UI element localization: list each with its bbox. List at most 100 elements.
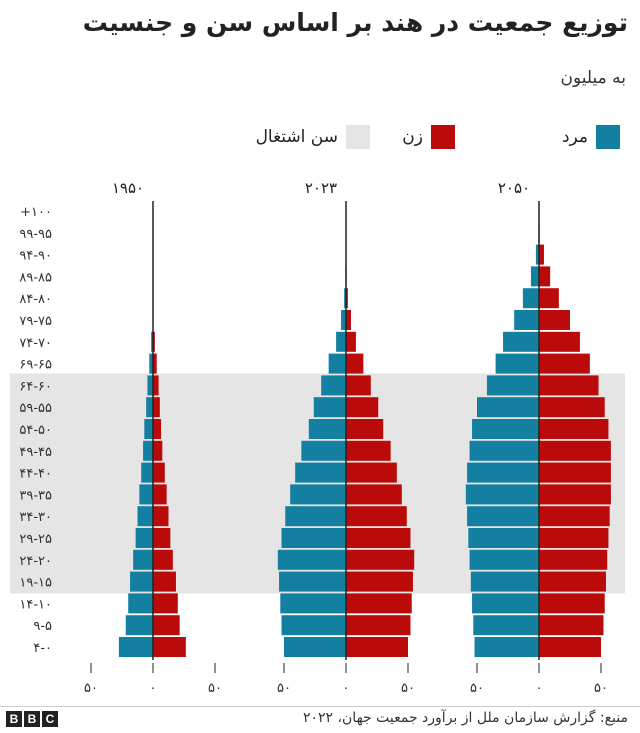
female-bar <box>346 637 408 657</box>
male-bar <box>281 615 346 636</box>
male-bar <box>535 244 539 265</box>
female-bar <box>153 353 157 374</box>
female-bar <box>153 397 160 418</box>
panel-year-label: ۲۰۲۳ <box>305 179 337 197</box>
female-bar <box>539 244 544 265</box>
legend-working-age-swatch <box>346 125 370 149</box>
male-bar <box>137 506 153 527</box>
male-bar <box>467 506 539 527</box>
male-bar <box>467 462 539 483</box>
male-bar <box>118 637 153 657</box>
female-bar <box>346 375 371 396</box>
male-bar <box>341 310 346 330</box>
female-bar <box>153 637 186 657</box>
male-bar <box>128 593 153 614</box>
male-bar <box>284 637 346 657</box>
male-bar <box>522 288 539 309</box>
male-bar <box>147 375 153 396</box>
x-tick-label: ۵۰ <box>84 681 98 696</box>
female-bar <box>539 593 605 614</box>
population-pyramid-chart: +۱۰۰ ۹۹-۹۵ ۹۴-۹۰ ۸۹-۸۵ ۸۴-۸۰ ۷۹-۷۵ ۷۴-۷۰ ۶۹-۶۵ ۶… <box>10 179 625 696</box>
male-bar <box>125 615 153 636</box>
female-bar <box>539 549 608 570</box>
female-bar <box>539 528 609 548</box>
male-bar <box>469 440 539 461</box>
x-tick-label: ۰ <box>150 681 157 696</box>
female-bar <box>539 462 611 483</box>
female-bar <box>153 615 180 636</box>
female-bar <box>539 419 609 439</box>
female-bar <box>539 506 610 527</box>
female-bar <box>539 397 605 418</box>
legend-female-label: زن <box>402 127 423 147</box>
male-bar <box>151 331 153 352</box>
female-bar <box>539 615 604 636</box>
female-bar <box>539 331 580 352</box>
male-bar <box>146 397 153 418</box>
male-bar <box>474 637 539 657</box>
female-bar <box>346 506 407 527</box>
age-tick-label: ۹-۵ <box>33 619 52 634</box>
male-bar <box>469 549 539 570</box>
female-bar <box>539 571 606 592</box>
female-bar <box>153 571 176 592</box>
male-bar <box>486 375 539 396</box>
female-bar <box>346 549 415 570</box>
age-tick-label: ۷۴-۷۰ <box>19 336 52 351</box>
age-tick-label: ۴۴-۴۰ <box>19 467 52 482</box>
female-bar <box>153 462 165 483</box>
footer-divider <box>0 706 640 707</box>
age-tick-label: ۵۴-۵۰ <box>19 423 52 438</box>
bbc-logo-block: B <box>6 711 22 727</box>
female-bar <box>346 419 384 439</box>
x-tick-label: ۵۰ <box>470 681 484 696</box>
female-bar <box>153 331 155 352</box>
male-bar <box>503 331 539 352</box>
male-bar <box>144 419 153 439</box>
page-title: توزیع جمعیت در هند بر اساس سن و جنسیت <box>82 8 628 37</box>
x-tick-label: ۵۰ <box>277 681 291 696</box>
age-tick-label: ۲۴-۲۰ <box>19 554 52 569</box>
age-tick-label: ۳۴-۳۰ <box>19 510 52 525</box>
legend-male-label: مرد <box>561 127 588 147</box>
age-tick-label: ۷۹-۷۵ <box>19 314 52 329</box>
age-tick-label: ۴۹-۴۵ <box>19 445 52 460</box>
female-bar <box>153 484 167 505</box>
male-bar <box>281 528 346 548</box>
x-tick-label: ۰ <box>343 681 350 696</box>
legend-female-swatch <box>431 125 455 149</box>
female-bar <box>539 440 611 461</box>
male-bar <box>336 331 346 352</box>
female-bar <box>346 288 348 309</box>
female-bar <box>153 506 169 527</box>
male-bar <box>328 353 346 374</box>
female-bar <box>346 397 379 418</box>
female-bar <box>346 593 412 614</box>
age-tick-label: ۸۹-۸۵ <box>19 270 52 285</box>
male-bar <box>301 440 346 461</box>
female-bar <box>153 528 171 548</box>
x-tick-label: ۰ <box>536 681 543 696</box>
legend-male: مرد <box>562 125 620 149</box>
source-note: منبع: گزارش سازمان ملل از برآورد جمعیت ج… <box>302 710 628 726</box>
male-bar <box>472 593 539 614</box>
x-tick-label: ۵۰ <box>208 681 222 696</box>
female-bar <box>346 484 402 505</box>
age-tick-label: +۱۰۰ <box>20 205 52 220</box>
female-bar <box>539 266 551 287</box>
female-bar <box>539 353 590 374</box>
female-bar <box>153 593 178 614</box>
male-bar <box>285 506 346 527</box>
male-bar <box>468 528 539 548</box>
female-bar <box>539 637 601 657</box>
panel-year-label: ۲۰۵۰ <box>498 179 530 197</box>
bbc-logo-block: C <box>42 711 58 727</box>
age-tick-label: ۳۹-۳۵ <box>19 488 52 503</box>
female-bar <box>346 462 397 483</box>
male-bar <box>280 593 346 614</box>
male-bar <box>277 549 346 570</box>
female-bar <box>346 571 413 592</box>
male-bar <box>514 310 539 330</box>
female-bar <box>153 549 173 570</box>
male-bar <box>141 462 153 483</box>
